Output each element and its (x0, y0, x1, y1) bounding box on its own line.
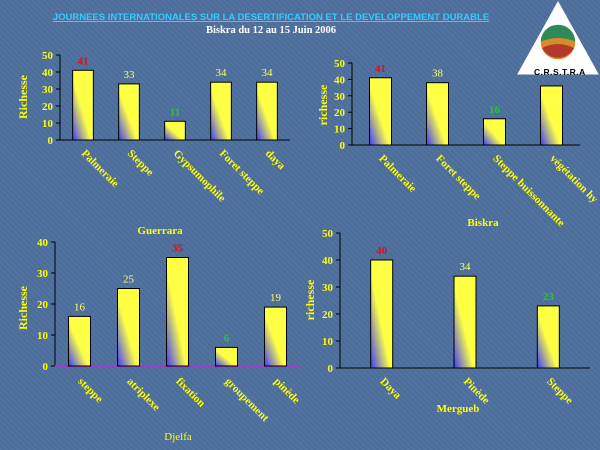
y-tick-label: 40 (322, 255, 334, 267)
chart-region-label: Mergueb (437, 403, 480, 415)
data-label: 11 (170, 106, 180, 118)
data-label: 34 (216, 67, 228, 79)
category-label: steppe (75, 376, 105, 406)
data-label: 41 (375, 63, 386, 75)
y-tick-label: 50 (322, 228, 334, 240)
y-tick-label: 30 (322, 282, 334, 294)
bar-daya (256, 81, 278, 141)
page-title: JOURNEES INTERNATIONALES SUR LA DESERTIF… (52, 12, 490, 23)
y-tick-label: 40 (37, 237, 49, 249)
y-tick-label: 0 (48, 135, 54, 147)
y-axis-label: Richesse (16, 74, 30, 119)
category-label: Steppe (544, 376, 575, 407)
y-tick-label: 50 (334, 58, 346, 70)
chart-1: 0 10 20 30 40 50 richesse 41 Palmeraie 38 Foret st… (316, 58, 600, 229)
chart-2: 0 10 20 30 40 Richesse 16 steppe 25 atriplexe 35 fi… (16, 225, 302, 443)
y-tick-label: 30 (37, 268, 49, 280)
category-label: daya (263, 148, 288, 173)
data-label: 35 (172, 243, 184, 255)
category-label: Palmeraie (376, 153, 418, 195)
y-tick-label: 30 (334, 91, 346, 103)
category-label: végétation hy (547, 153, 600, 206)
category-label: Foret steppe (217, 148, 267, 198)
data-label: 6 (224, 332, 230, 344)
y-axis-label: Richesse (16, 285, 30, 330)
bar-foret-steppe (426, 82, 449, 146)
category-label: Steppe (125, 148, 156, 179)
y-tick-label: 20 (37, 299, 49, 311)
y-tick-label: 0 (340, 140, 346, 152)
y-tick-label: 0 (328, 363, 334, 375)
bar-v-g-tation-hy (540, 85, 563, 146)
data-label: 41 (78, 55, 89, 67)
chart-region-label: Biskra (467, 217, 499, 229)
bar-steppe (536, 305, 560, 369)
y-tick-label: 40 (334, 74, 346, 86)
data-label: 23 (543, 291, 555, 303)
y-tick-label: 40 (42, 67, 54, 79)
bar-steppe (118, 83, 140, 141)
y-tick-label: 30 (42, 84, 54, 96)
category-label: pinède (271, 376, 302, 407)
bar-pin-de (264, 306, 287, 367)
category-label: Daya (378, 376, 404, 402)
y-tick-label: 0 (43, 361, 49, 373)
bar-pin-de (453, 275, 477, 369)
bar-atriplexe (117, 288, 140, 367)
bar-daya (370, 259, 394, 369)
bar-steppe (68, 315, 91, 367)
logo-icon (517, 0, 599, 75)
logo-text: C.R.S.T.R.A (534, 67, 586, 77)
data-label: 34 (262, 67, 274, 79)
data-label: 34 (460, 261, 472, 273)
bar-foret-steppe (210, 81, 232, 141)
y-tick-label: 20 (334, 107, 346, 119)
data-label: 16 (489, 104, 501, 116)
chart-title: Guerrara (137, 225, 183, 237)
chart-region-label: Djelfa (164, 431, 192, 443)
chart-0: 0 10 20 30 40 50 Richesse 41 Palmeraie 33 Steppe 11… (16, 50, 290, 205)
bar-groupement (215, 346, 238, 367)
data-label: 33 (124, 69, 136, 81)
y-tick-label: 10 (334, 124, 346, 136)
y-tick-label: 10 (322, 336, 334, 348)
bar-palmeraie (72, 69, 94, 141)
y-tick-label: 10 (42, 118, 54, 130)
y-axis-label: richesse (316, 84, 330, 125)
bar-fixation (166, 257, 189, 367)
category-label: atriplexe (124, 376, 162, 414)
bar-palmeraie (369, 77, 392, 146)
bar-steppe-buissonnante (483, 118, 506, 146)
bar-gypsumophile (164, 120, 186, 141)
data-label: 38 (432, 68, 444, 80)
y-tick-label: 10 (37, 330, 49, 342)
category-label: groupement (222, 376, 271, 425)
data-label: 16 (74, 301, 86, 313)
y-tick-label: 20 (322, 309, 334, 321)
y-tick-label: 50 (42, 50, 54, 62)
category-label: fixation (173, 376, 207, 410)
y-axis-label: richesse (303, 279, 317, 320)
category-label: Palmeraie (79, 148, 121, 190)
category-label: Foret steppe (433, 153, 483, 203)
data-label: 25 (123, 274, 135, 286)
chart-3: 01020304050richesse40Daya34Pinède23Stepp… (303, 228, 590, 415)
page-subtitle: Biskra du 12 au 15 Juin 2006 (205, 25, 337, 36)
data-label: 19 (270, 292, 282, 304)
y-tick-label: 20 (42, 101, 54, 113)
data-label: 40 (376, 245, 388, 257)
